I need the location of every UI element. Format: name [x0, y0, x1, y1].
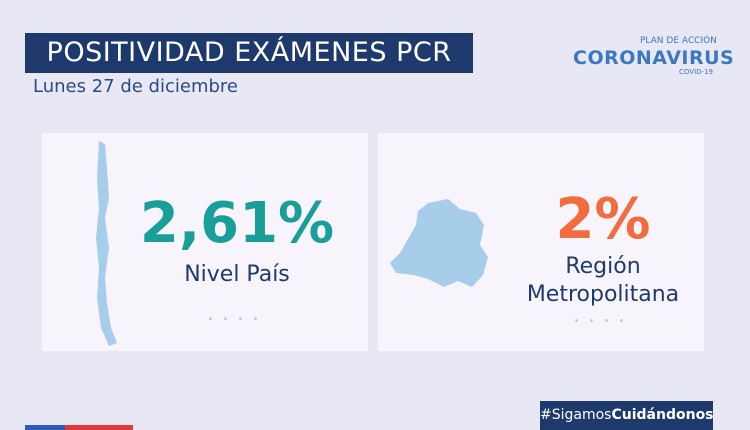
dots: ....: [207, 301, 267, 326]
subtitle: Lunes 27 de diciembre: [33, 76, 238, 97]
card-label: Región: [565, 254, 641, 279]
dots: ....: [573, 303, 633, 328]
card-value: 2%: [555, 187, 651, 252]
title: POSITIVIDAD EXÁMENES PCR: [25, 33, 473, 73]
logo-main: CORONAVIRUS: [573, 47, 735, 69]
logo-bottom: COVID-19: [679, 68, 713, 76]
region-map: [390, 199, 488, 287]
hashtag: #SigamosCuidándonos: [540, 401, 714, 430]
flag-blue: [25, 425, 65, 430]
logo-top: PLAN DE ACCIÓN: [640, 36, 717, 46]
card: 2,61% Nivel País ....: [42, 133, 368, 351]
hashtag-emphasis: Cuidándonos: [611, 407, 714, 423]
card-label: Metropolitana: [526, 282, 680, 307]
card-label: Nivel País: [184, 262, 290, 287]
card-value: 2,61%: [139, 191, 335, 256]
flag-red: [65, 425, 133, 430]
card: 2% Región Metropolitana ....: [378, 133, 704, 351]
hashtag-prefix: #Sigamos: [540, 407, 612, 423]
chile-map: [96, 141, 117, 346]
